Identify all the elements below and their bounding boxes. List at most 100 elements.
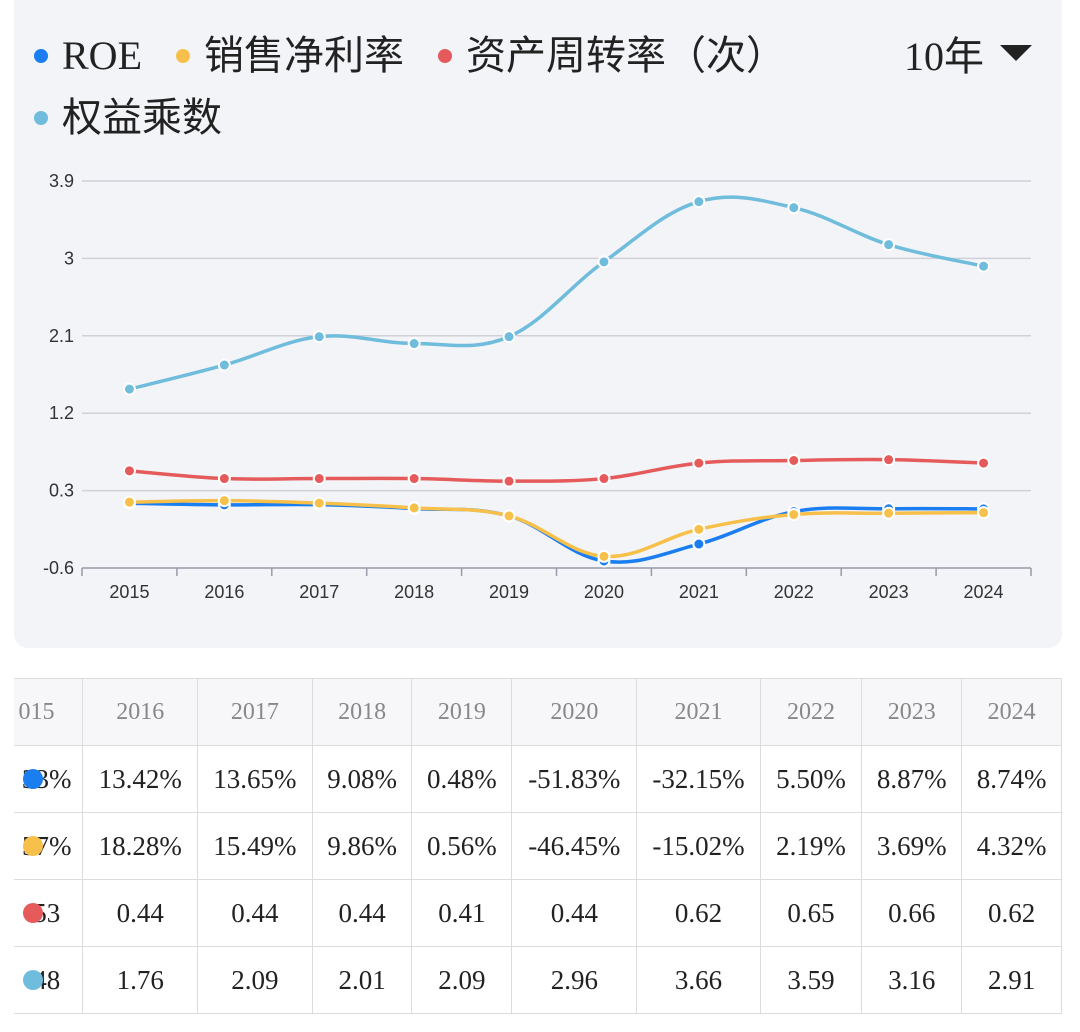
y-tick-label: 0.3 (49, 481, 74, 501)
data-point (882, 238, 896, 252)
table-header-cell: 2018 (311, 678, 413, 746)
table-header-cell: 2019 (411, 678, 513, 746)
table-cell: 9.86% (311, 812, 413, 880)
table-cell: 9.08% (311, 745, 413, 813)
x-tick-label: 2015 (109, 582, 149, 602)
data-point (407, 472, 421, 486)
table-cell: -32.15% (636, 745, 761, 813)
period-label: 10年 (904, 34, 984, 79)
data-point (122, 495, 136, 509)
legend-label: ROE (62, 33, 142, 78)
table-cell: -46.45% (511, 812, 638, 880)
table-cell: 4.32% (961, 812, 1062, 880)
table-cell: 0.62 (961, 879, 1062, 947)
x-tick-label: 2017 (299, 582, 339, 602)
data-point (502, 509, 516, 523)
table-cell: 13.65% (197, 745, 313, 813)
table-cell: 2.09 (411, 946, 513, 1014)
table-cell: 2.09 (197, 946, 313, 1014)
data-point (787, 454, 801, 467)
data-point (312, 330, 326, 344)
table-header-cell: 2024 (961, 678, 1062, 746)
table-cell: 18.28% (82, 812, 199, 880)
legend-item-asset-turnover[interactable]: 资产周转率（次） (438, 28, 786, 84)
table-cell: -51.83% (511, 745, 638, 813)
x-tick-label: 2022 (774, 582, 814, 602)
table-cell: 3.69% (861, 812, 963, 880)
data-point (407, 337, 421, 351)
legend-dot (438, 49, 452, 63)
series-line (129, 498, 984, 559)
table-row: 57% 18.28% 15.49% 9.86% 0.56% -46.45% -15.02% 2… (14, 812, 1062, 880)
table-cell: 13.42% (82, 745, 199, 813)
data-point (312, 496, 326, 510)
data-point (217, 494, 231, 508)
period-selector[interactable]: 10年 (904, 24, 1032, 82)
table-cell: 0.41 (411, 879, 513, 947)
table-header-cell: 2022 (759, 678, 863, 746)
table-cell: 0.44 (82, 879, 199, 947)
legend-item-equity-multiplier[interactable]: 权益乘数 (34, 90, 222, 146)
legend-dot (176, 49, 190, 63)
table-header-cell: 2021 (636, 678, 761, 746)
table-cell: -15.02% (636, 812, 761, 880)
table-cell: 48 (14, 946, 84, 1014)
y-tick-label: 1.2 (49, 403, 74, 423)
legend-dot (34, 111, 48, 125)
table-header-cell: 2023 (861, 678, 963, 746)
chevron-down-icon (1000, 45, 1032, 61)
table-cell: 0.65 (759, 879, 863, 947)
table-header-cell: 2017 (197, 678, 313, 746)
table-cell: 8.87% (861, 745, 963, 813)
data-point (977, 259, 991, 273)
table-header-row: 015 2016 2017 2018 2019 2020 2021 2022 2023 2024 (14, 678, 1062, 746)
y-tick-label: 3 (64, 248, 74, 268)
legend-item-roe[interactable]: ROE (34, 28, 142, 84)
data-table-wrap[interactable]: 015 2016 2017 2018 2019 2020 2021 2022 2023 2024 … (14, 678, 1062, 1014)
data-point (977, 506, 991, 520)
x-tick-label: 2024 (964, 582, 1004, 602)
table-cell: 3.59 (759, 946, 863, 1014)
data-point (692, 456, 706, 470)
x-tick-label: 2016 (204, 582, 244, 602)
data-point (882, 453, 896, 467)
row-color-dot (23, 769, 43, 789)
data-point (122, 464, 136, 478)
legend-label: 资产周转率（次） (466, 33, 786, 78)
legend-label: 销售净利率 (204, 33, 404, 78)
table-row: 53 0.44 0.44 0.44 0.41 0.44 0.62 0.65 0.66 0.62 (14, 879, 1062, 947)
table-cell: 57% (14, 812, 84, 880)
table-cell: 0.44 (511, 879, 638, 947)
table-cell: 0.44 (197, 879, 313, 947)
y-tick-label: -0.6 (43, 558, 74, 578)
data-point (882, 506, 896, 520)
data-point (597, 549, 611, 563)
table-header-cell: 015 (14, 678, 84, 746)
table-header-cell: 2020 (511, 678, 638, 746)
legend-label: 权益乘数 (62, 95, 222, 140)
data-table: 015 2016 2017 2018 2019 2020 2021 2022 2023 2024 … (14, 678, 1062, 1014)
table-row: 48 1.76 2.09 2.01 2.09 2.96 3.66 3.59 3.16 2.91 (14, 946, 1062, 1014)
data-point (407, 501, 421, 515)
data-point (217, 358, 231, 372)
row-color-dot (23, 903, 43, 923)
table-cell: 1.76 (82, 946, 199, 1014)
legend-item-net-margin[interactable]: 销售净利率 (176, 28, 404, 84)
data-point (597, 255, 611, 269)
table-cell: 2.19% (759, 812, 863, 880)
chart-legend: ROE 销售净利率 资产周转率（次） 权益乘数 (34, 22, 934, 146)
table-cell: 0.62 (636, 879, 761, 947)
series-line (129, 195, 984, 391)
table-cell: 15.49% (197, 812, 313, 880)
table-cell: 3.66 (636, 946, 761, 1014)
table-cell: 2.96 (511, 946, 638, 1014)
x-tick-label: 2020 (584, 582, 624, 602)
data-point (692, 522, 706, 536)
table-cell: 0.56% (411, 812, 513, 880)
table-cell: 0.44 (311, 879, 413, 947)
table-cell: 33% (14, 745, 84, 813)
x-tick-label: 2018 (394, 582, 434, 602)
series-line (129, 457, 984, 483)
data-point (122, 382, 136, 396)
table-cell: 0.66 (861, 879, 963, 947)
